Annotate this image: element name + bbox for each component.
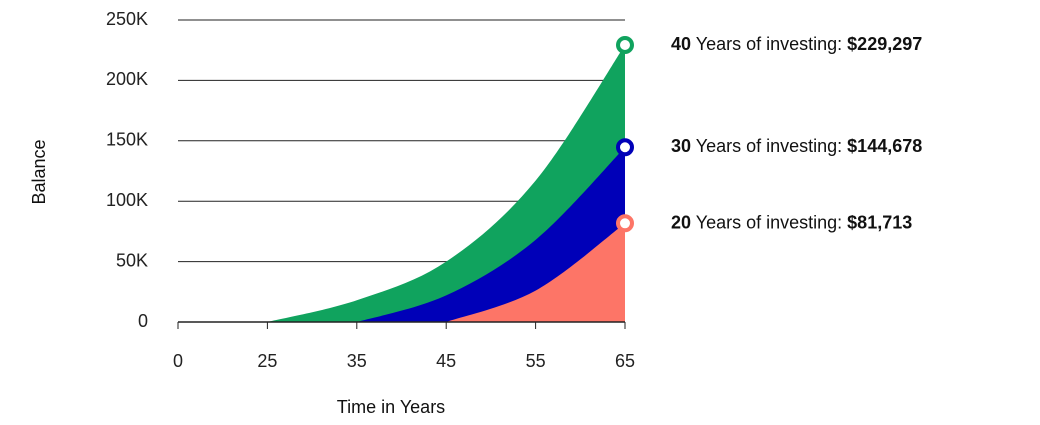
y-tick-label: 150K [106, 130, 148, 150]
x-tick-label: 25 [257, 351, 277, 371]
x-tick-label: 35 [347, 351, 367, 371]
legend-years: 30 [671, 136, 691, 156]
legend-years: 20 [671, 212, 691, 232]
end-marker [616, 36, 634, 55]
value-label: $81,713 [847, 212, 912, 232]
legend-years: 40 [671, 34, 691, 54]
legend: 40 Years of investing: $229,297 30 Years … [616, 34, 922, 233]
areas [267, 45, 625, 323]
y-tick-label: 200K [106, 69, 148, 89]
y-tick-label: 100K [106, 190, 148, 210]
legend-entry: 30 Years of investing: $144,678 [671, 136, 922, 156]
y-tick-label: 0 [138, 311, 148, 331]
end-marker [616, 214, 634, 233]
legend-text: Years of investing: [696, 136, 842, 156]
y-tick-label: 250K [106, 9, 148, 29]
end-marker [616, 138, 634, 157]
value-label: $144,678 [847, 136, 922, 156]
x-tick-label: 0 [173, 351, 183, 371]
legend-entry: 20 Years of investing: $81,713 [671, 212, 912, 232]
value-label: $229,297 [847, 34, 922, 54]
x-tick-label: 65 [615, 351, 635, 371]
area [446, 223, 625, 322]
x-tick-label: 45 [436, 351, 456, 371]
x-axis-label: Time in Years [337, 397, 445, 417]
legend-text: Years of investing: [696, 34, 842, 54]
legend-text: Years of investing: [696, 212, 842, 232]
legend-entry: 40 Years of investing: $229,297 [671, 34, 922, 54]
x-tick-label: 55 [526, 351, 546, 371]
y-axis-label: Balance [29, 139, 49, 204]
grid: 0 50K 100K 150K 200K 250K [106, 9, 625, 331]
y-tick-label: 50K [116, 250, 148, 270]
axis: 0 25 35 45 55 65 [173, 321, 635, 371]
